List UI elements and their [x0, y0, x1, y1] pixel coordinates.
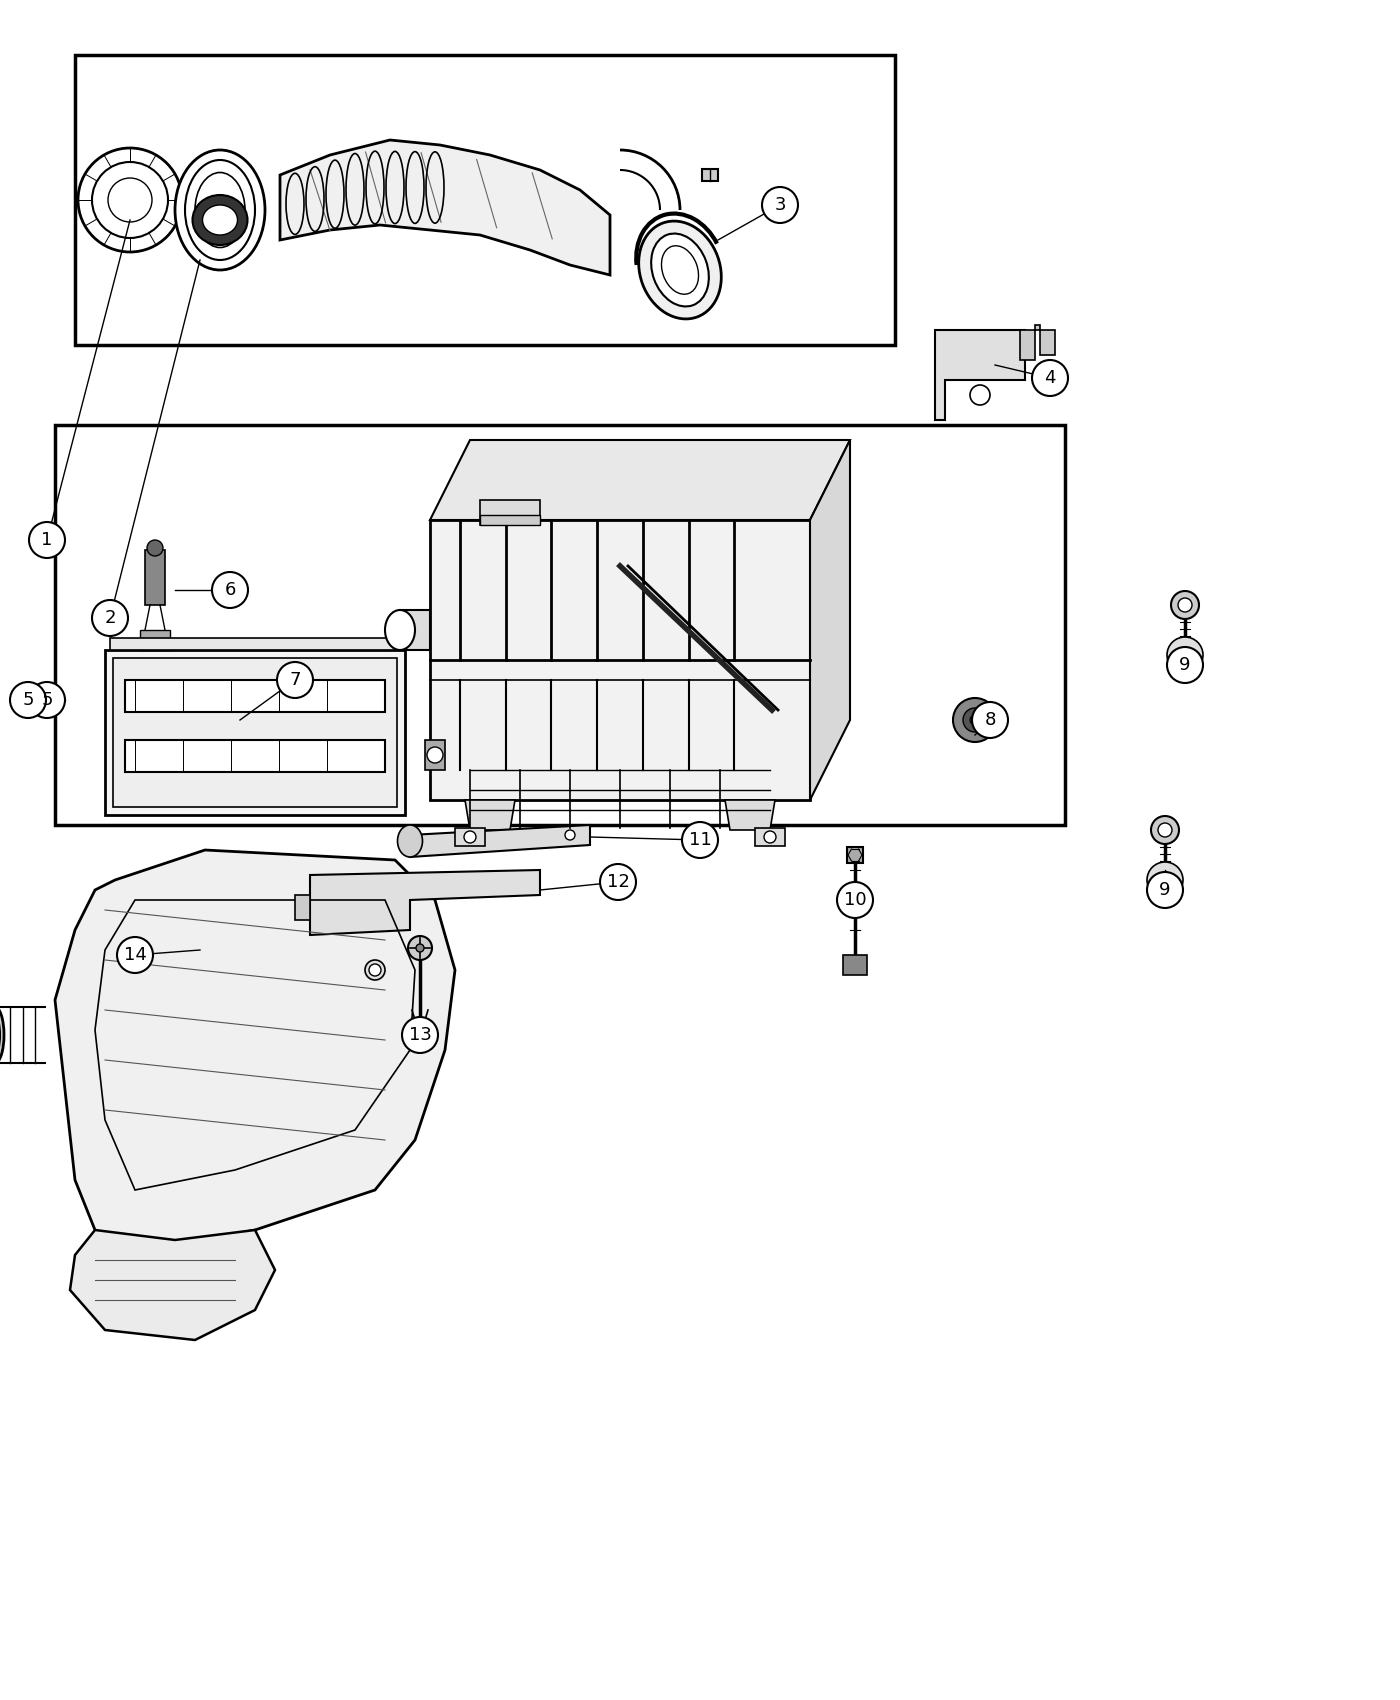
- Polygon shape: [465, 801, 515, 830]
- Polygon shape: [811, 440, 850, 801]
- Bar: [76, 54, 895, 345]
- Text: 14: 14: [123, 945, 147, 964]
- Circle shape: [1156, 872, 1173, 887]
- Circle shape: [211, 571, 248, 609]
- Text: 3: 3: [774, 196, 785, 214]
- Polygon shape: [55, 850, 455, 1250]
- Bar: [455, 828, 484, 847]
- Circle shape: [277, 661, 314, 699]
- Text: 5: 5: [41, 690, 53, 709]
- Circle shape: [463, 831, 476, 843]
- Circle shape: [1147, 872, 1183, 908]
- Text: 9: 9: [1159, 881, 1170, 899]
- Ellipse shape: [385, 610, 414, 649]
- Bar: [426, 740, 445, 770]
- Circle shape: [108, 178, 153, 223]
- Circle shape: [601, 864, 636, 899]
- Bar: [125, 680, 385, 712]
- Circle shape: [1170, 592, 1198, 619]
- Ellipse shape: [195, 172, 245, 248]
- Circle shape: [1177, 598, 1191, 612]
- Polygon shape: [400, 610, 430, 649]
- Polygon shape: [70, 1231, 274, 1340]
- Polygon shape: [430, 520, 811, 801]
- Text: 12: 12: [606, 874, 630, 891]
- Circle shape: [118, 937, 153, 972]
- Polygon shape: [410, 824, 589, 857]
- Ellipse shape: [651, 233, 708, 306]
- Text: 5: 5: [22, 690, 34, 709]
- Bar: [701, 168, 718, 180]
- Circle shape: [1168, 648, 1203, 683]
- Bar: [125, 740, 385, 772]
- Polygon shape: [295, 894, 309, 920]
- Circle shape: [837, 882, 874, 918]
- Bar: [105, 649, 405, 814]
- Circle shape: [370, 964, 381, 976]
- Circle shape: [1151, 816, 1179, 843]
- Circle shape: [402, 1017, 438, 1052]
- Bar: [847, 847, 862, 864]
- Circle shape: [10, 682, 46, 717]
- Bar: [480, 500, 540, 525]
- Text: 6: 6: [224, 581, 235, 598]
- Bar: [55, 425, 1065, 824]
- Circle shape: [29, 682, 64, 717]
- Circle shape: [762, 187, 798, 223]
- Ellipse shape: [661, 246, 699, 294]
- Text: 9: 9: [1179, 656, 1191, 673]
- Ellipse shape: [638, 221, 721, 320]
- Text: 7: 7: [290, 672, 301, 688]
- Circle shape: [92, 162, 168, 238]
- Polygon shape: [140, 631, 169, 649]
- Text: 10: 10: [844, 891, 867, 910]
- Ellipse shape: [0, 1006, 4, 1062]
- Text: 4: 4: [1044, 369, 1056, 388]
- Circle shape: [963, 707, 987, 733]
- Circle shape: [427, 746, 442, 763]
- Circle shape: [972, 702, 1008, 738]
- Text: 11: 11: [689, 831, 711, 848]
- Text: 2: 2: [104, 609, 116, 627]
- Circle shape: [764, 831, 776, 843]
- Circle shape: [970, 384, 990, 405]
- Ellipse shape: [175, 150, 265, 270]
- Circle shape: [1158, 823, 1172, 836]
- Circle shape: [407, 937, 433, 960]
- Bar: [113, 658, 398, 807]
- Polygon shape: [725, 801, 776, 830]
- Circle shape: [1177, 648, 1193, 663]
- Polygon shape: [146, 551, 165, 605]
- Circle shape: [682, 823, 718, 858]
- Bar: [755, 828, 785, 847]
- Polygon shape: [309, 870, 540, 935]
- Ellipse shape: [398, 824, 423, 857]
- Circle shape: [970, 716, 980, 724]
- Circle shape: [1032, 360, 1068, 396]
- Circle shape: [92, 600, 127, 636]
- Ellipse shape: [193, 196, 248, 245]
- Polygon shape: [430, 440, 850, 520]
- Circle shape: [29, 522, 64, 558]
- Ellipse shape: [185, 160, 255, 260]
- Text: 8: 8: [984, 711, 995, 729]
- Text: 13: 13: [409, 1027, 431, 1044]
- Bar: [111, 638, 400, 649]
- Ellipse shape: [365, 960, 385, 979]
- Circle shape: [78, 148, 182, 252]
- Circle shape: [566, 830, 575, 840]
- Polygon shape: [280, 139, 610, 275]
- Text: 1: 1: [42, 530, 53, 549]
- Circle shape: [416, 944, 424, 952]
- Circle shape: [1168, 638, 1203, 673]
- Polygon shape: [935, 330, 1025, 420]
- Circle shape: [147, 541, 162, 556]
- Ellipse shape: [203, 206, 238, 235]
- Circle shape: [1147, 862, 1183, 898]
- Bar: [480, 515, 540, 525]
- Circle shape: [953, 699, 997, 741]
- Polygon shape: [1021, 325, 1056, 360]
- Polygon shape: [843, 955, 867, 976]
